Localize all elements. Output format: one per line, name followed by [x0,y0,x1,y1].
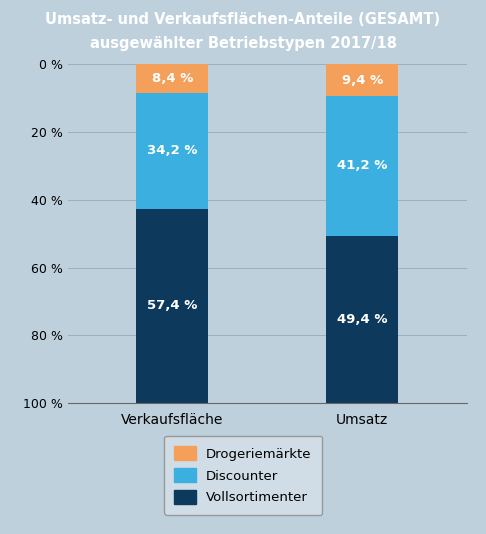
Bar [137,64,208,92]
Text: ausgewählter Betriebstypen 2017/18: ausgewählter Betriebstypen 2017/18 [89,36,397,51]
Bar [326,64,398,96]
Legend: Drogeriemärkte, Discounter, Vollsortimenter: Drogeriemärkte, Discounter, Vollsortimen… [164,436,322,515]
Text: 41,2 %: 41,2 % [337,159,387,172]
Bar [326,96,398,235]
Text: 49,4 %: 49,4 % [337,313,387,326]
Bar [326,235,398,403]
Text: 34,2 %: 34,2 % [147,144,198,157]
Text: Umsatz- und Verkaufsflächen-Anteile (GESAMT): Umsatz- und Verkaufsflächen-Anteile (GES… [45,12,441,27]
Bar [137,209,208,403]
Text: 57,4 %: 57,4 % [147,300,198,312]
Text: 9,4 %: 9,4 % [342,74,383,87]
Bar [137,92,208,209]
Text: 8,4 %: 8,4 % [152,72,193,85]
